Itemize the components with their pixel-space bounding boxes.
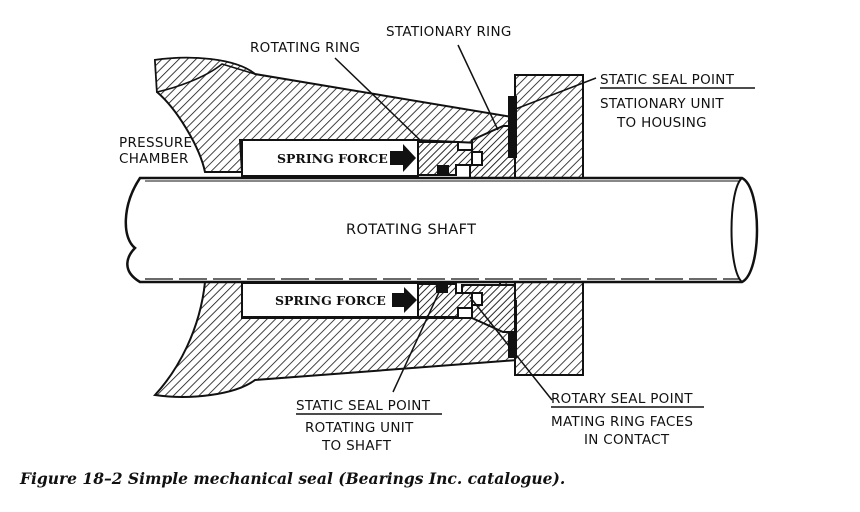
rotary-seal-point-label: ROTARY SEAL POINT (551, 391, 693, 407)
stationary-unit-label-line2: TO HOUSING (616, 115, 707, 131)
pressure-chamber-label-line2: CHAMBER (119, 151, 189, 167)
mating-faces-label-line1: MATING RING FACES (551, 414, 693, 430)
upper-rotating-ring (417, 141, 473, 176)
leader-static-seal-bottom (392, 289, 441, 393)
upper-oring (437, 165, 449, 176)
figure-caption: Figure 18–2 Simple mechanical seal (Bear… (20, 469, 566, 488)
lower-spring-force-arrow (392, 287, 417, 313)
rotating-unit-label-line2: TO SHAFT (321, 438, 392, 454)
leader-stationary-ring (457, 44, 499, 131)
lower-oring (436, 283, 448, 293)
leader-rotating-ring (334, 57, 421, 141)
static-seal-point-top-label: STATIC SEAL POINT (600, 72, 735, 88)
spring-force-top-label: SPRING FORCE (277, 151, 388, 166)
spring-force-bottom-label: SPRING FORCE (275, 293, 386, 308)
leader-static-seal-top (512, 77, 597, 111)
upper-spring-chamber (241, 139, 419, 177)
rotating-ring-label: ROTATING RING (250, 40, 360, 56)
mating-faces-label-line2: IN CONTACT (584, 432, 670, 448)
rotating-unit-label-line1: ROTATING UNIT (305, 420, 414, 436)
lower-gland-plate (514, 281, 584, 376)
upper-housing-flare (154, 57, 256, 93)
rotating-shaft-label: ROTATING SHAFT (346, 222, 476, 238)
upper-static-seal-gasket (508, 96, 517, 158)
leader-rotary-seal (469, 296, 553, 401)
shaft-end-break (730, 177, 743, 283)
pressure-chamber-label-line1: PRESSURE (119, 135, 192, 151)
stationary-ring-label: STATIONARY RING (386, 24, 512, 40)
stationary-unit-label-line1: STATIONARY UNIT (600, 96, 724, 112)
rotating-shaft (124, 176, 759, 284)
upper-spring-force-arrow (390, 144, 416, 172)
upper-gland-plate (514, 74, 584, 179)
static-seal-point-bottom-label: STATIC SEAL POINT (296, 398, 431, 414)
